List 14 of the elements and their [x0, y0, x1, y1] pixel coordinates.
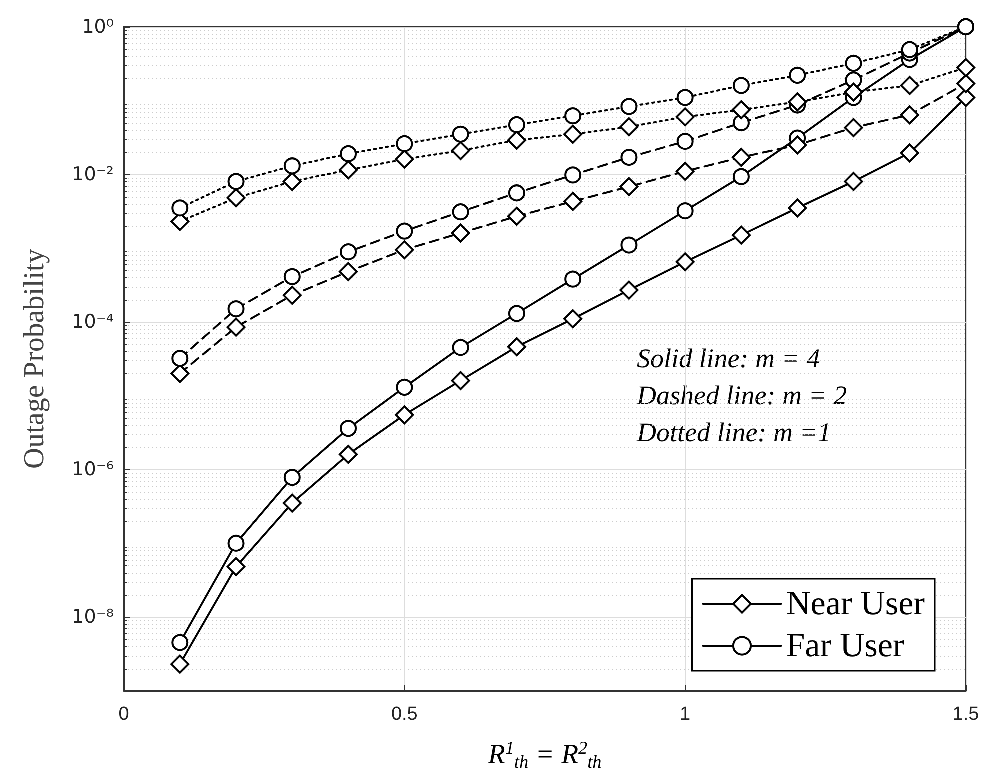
legend-label: Near User [786, 586, 926, 622]
y-tick-label: 10⁻⁸ [72, 606, 114, 628]
y-tick-label: 10⁻⁴ [72, 311, 114, 334]
annotation: Solid line: m = 4 [637, 344, 820, 374]
y-axis-title: Outage Probability [18, 248, 50, 469]
x-tick-label: 1.5 [952, 704, 980, 725]
x-tick-label: 0 [118, 704, 130, 725]
y-tick-label: 10⁻⁶ [72, 458, 114, 481]
x-tick-label: 0.5 [391, 704, 418, 725]
y-tick-label: 10⁻² [72, 164, 114, 186]
y-tick-label: 10⁰ [82, 16, 114, 38]
annotation: Dotted line: m =1 [636, 418, 832, 448]
x-tick-label: 1 [680, 704, 691, 725]
legend-label: Far User [786, 628, 905, 664]
